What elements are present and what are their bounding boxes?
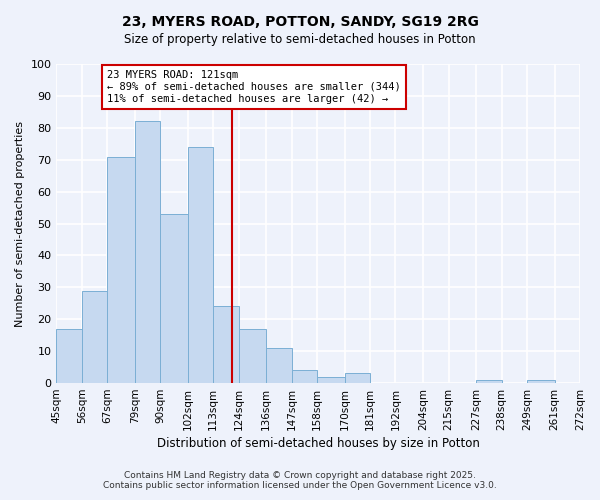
Bar bbox=[345, 374, 370, 383]
Y-axis label: Number of semi-detached properties: Number of semi-detached properties bbox=[15, 120, 25, 326]
Bar bbox=[476, 380, 502, 383]
Bar bbox=[292, 370, 317, 383]
Bar bbox=[188, 147, 213, 383]
Bar bbox=[317, 376, 345, 383]
Bar bbox=[239, 329, 266, 383]
Bar bbox=[213, 306, 239, 383]
Bar bbox=[135, 122, 160, 383]
Bar bbox=[580, 376, 600, 383]
Bar bbox=[527, 380, 554, 383]
Bar bbox=[82, 290, 107, 383]
Text: 23, MYERS ROAD, POTTON, SANDY, SG19 2RG: 23, MYERS ROAD, POTTON, SANDY, SG19 2RG bbox=[122, 15, 478, 29]
X-axis label: Distribution of semi-detached houses by size in Potton: Distribution of semi-detached houses by … bbox=[157, 437, 479, 450]
Text: 23 MYERS ROAD: 121sqm
← 89% of semi-detached houses are smaller (344)
11% of sem: 23 MYERS ROAD: 121sqm ← 89% of semi-deta… bbox=[107, 70, 401, 104]
Bar bbox=[56, 329, 82, 383]
Bar bbox=[266, 348, 292, 383]
Bar bbox=[160, 214, 188, 383]
Text: Contains HM Land Registry data © Crown copyright and database right 2025.
Contai: Contains HM Land Registry data © Crown c… bbox=[103, 470, 497, 490]
Text: Size of property relative to semi-detached houses in Potton: Size of property relative to semi-detach… bbox=[124, 32, 476, 46]
Bar bbox=[107, 156, 135, 383]
